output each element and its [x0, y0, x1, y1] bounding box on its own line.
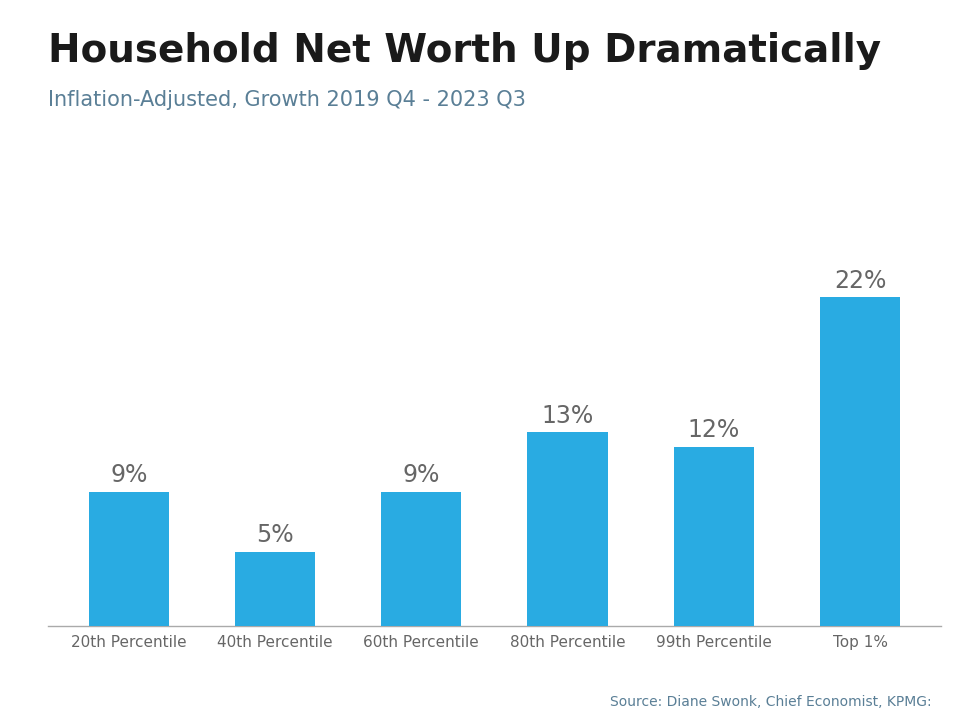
Bar — [820, 297, 900, 626]
Text: 13%: 13% — [541, 403, 593, 428]
Text: 5%: 5% — [256, 523, 294, 547]
Text: 12%: 12% — [687, 418, 740, 443]
Text: Inflation-Adjusted, Growth 2019 Q4 - 2023 Q3: Inflation-Adjusted, Growth 2019 Q4 - 202… — [48, 90, 526, 110]
Bar — [235, 552, 315, 626]
Text: Household Net Worth Up Dramatically: Household Net Worth Up Dramatically — [48, 32, 881, 71]
Text: 9%: 9% — [402, 464, 440, 487]
Text: Source: Diane Swonk, Chief Economist, KPMG:: Source: Diane Swonk, Chief Economist, KP… — [610, 696, 931, 709]
Bar — [527, 432, 608, 626]
Bar — [88, 492, 169, 626]
Bar — [674, 447, 754, 626]
Text: 22%: 22% — [834, 269, 886, 293]
Text: 9%: 9% — [110, 464, 148, 487]
Bar — [381, 492, 462, 626]
